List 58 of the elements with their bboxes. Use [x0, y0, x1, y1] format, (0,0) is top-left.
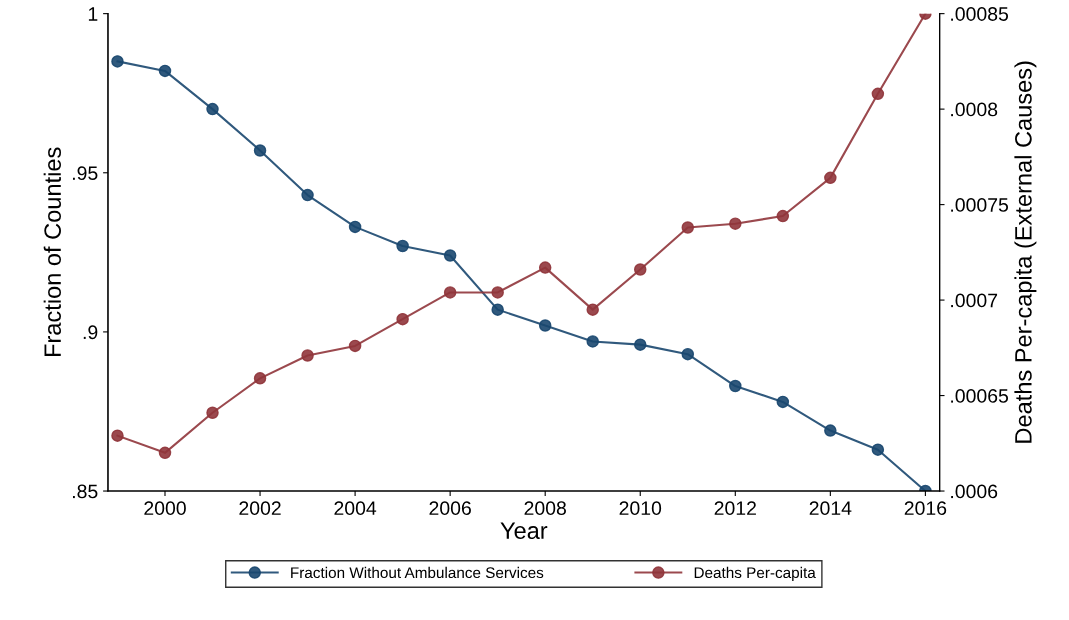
point	[729, 217, 742, 230]
point	[586, 335, 599, 348]
point	[111, 429, 124, 442]
x-tick-label: 2012	[714, 501, 756, 516]
point	[158, 64, 172, 78]
point	[348, 339, 362, 353]
y2-tick-label: .0006	[951, 484, 998, 499]
y2-axis-title: Deaths Per-capita (External Causes)	[1014, 61, 1037, 443]
point	[824, 424, 837, 437]
point	[824, 171, 837, 185]
y2-tick-label: .00065	[951, 389, 1009, 403]
point	[633, 338, 647, 351]
y2-tick-label: .00075	[951, 198, 1009, 212]
x-tick-label: 2016	[904, 501, 947, 516]
point	[586, 303, 599, 316]
point	[681, 221, 695, 234]
x-tick-label: 2006	[429, 501, 471, 516]
y-tick-label: .85	[72, 484, 98, 499]
point	[396, 312, 409, 326]
point	[396, 239, 409, 253]
x-tick-label: 2014	[809, 501, 852, 516]
y-tick-label: 1	[88, 7, 98, 21]
y2-tick-label: .00085	[951, 7, 1009, 21]
point	[538, 319, 552, 332]
point	[301, 188, 314, 202]
point	[729, 379, 742, 393]
legend-label: Fraction Without Ambulance Services	[291, 566, 544, 579]
point	[491, 303, 504, 316]
point	[253, 372, 267, 385]
x-tick-label: 2002	[239, 501, 281, 516]
point	[633, 263, 647, 276]
y-tick-label: .95	[72, 166, 98, 181]
x-tick-label: 2010	[619, 501, 662, 516]
point	[206, 102, 219, 116]
y2-tick-label: .0007	[951, 293, 998, 308]
point	[871, 443, 885, 456]
point	[871, 87, 885, 101]
point	[253, 144, 267, 157]
point	[443, 286, 457, 299]
point	[443, 249, 457, 262]
y-axis-title: Fraction of Counties	[43, 147, 61, 357]
point	[776, 209, 790, 223]
y2-tick-label: .0008	[951, 102, 998, 117]
point	[301, 349, 314, 362]
x-axis-title: Year	[500, 522, 548, 540]
point	[538, 261, 552, 274]
x-tick-label: 2008	[524, 501, 566, 516]
point	[158, 446, 172, 460]
y-tick-label: .9	[83, 325, 98, 340]
point	[111, 55, 124, 68]
point	[206, 406, 219, 419]
x-tick-label: 2004	[334, 501, 377, 516]
point	[776, 395, 790, 409]
point	[681, 347, 695, 361]
point	[491, 286, 504, 299]
legend-label: Deaths Per-capita	[694, 566, 816, 582]
point	[348, 220, 362, 234]
x-tick-label: 2000	[144, 501, 186, 516]
